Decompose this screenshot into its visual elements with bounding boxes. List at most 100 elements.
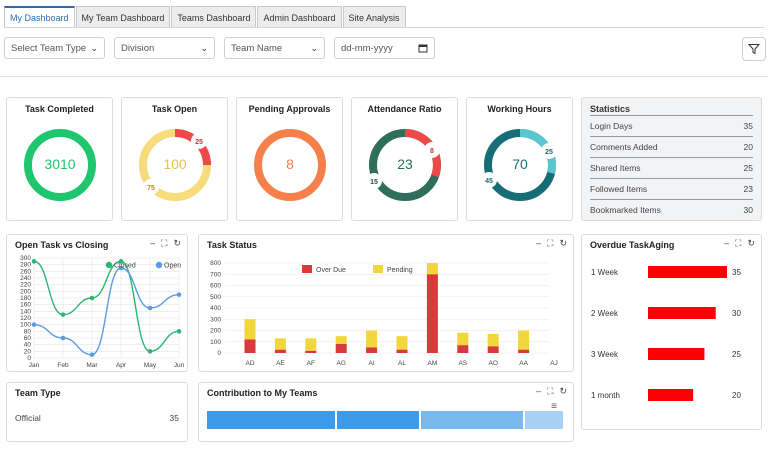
minimize-icon[interactable]: – [150, 238, 156, 248]
category-label: 1 month [591, 391, 620, 400]
category-label: 3 Week [591, 350, 619, 359]
minimize-icon[interactable]: – [724, 238, 730, 248]
bar-segment [487, 346, 499, 353]
x-tick-label: AS [458, 360, 467, 367]
team-type-select[interactable]: Select Team Type ⌄ [4, 37, 105, 59]
minimize-icon[interactable]: – [536, 238, 542, 248]
panel-title: Team Type [15, 388, 61, 398]
kpi-value: 23 [397, 156, 413, 172]
legend-label: Open [164, 263, 181, 270]
stat-value: 35 [743, 121, 753, 131]
panel-tools: – ⛶ ↻ [536, 386, 567, 397]
data-point [147, 349, 153, 354]
x-tick-label: Feb [57, 362, 69, 369]
y-tick-label: 500 [210, 294, 221, 301]
stat-row: Login Days 35 [590, 115, 753, 136]
data-point [60, 335, 66, 341]
bar-segment [426, 263, 438, 275]
bar-segment [305, 350, 317, 353]
y-tick-label: 300 [210, 316, 221, 323]
kpi-badge-a: 25 [545, 149, 553, 156]
expand-icon[interactable]: ⛶ [161, 238, 168, 248]
x-tick-label: Jun [174, 362, 185, 369]
refresh-icon[interactable]: ↻ [173, 238, 181, 248]
x-tick-label: AA [519, 360, 528, 367]
expand-icon[interactable]: ⛶ [735, 238, 742, 248]
refresh-icon[interactable]: ↻ [559, 386, 567, 396]
tab-site-analysis[interactable]: Site Analysis [342, 6, 406, 28]
stat-label: Comments Added [590, 142, 658, 152]
menu-icon[interactable]: ≡ [551, 401, 557, 412]
value-label: 35 [732, 268, 741, 277]
y-tick-label: 260 [20, 268, 31, 275]
stat-value: 23 [743, 184, 753, 194]
bar-segment [274, 349, 286, 353]
kpi-value: 70 [512, 156, 528, 172]
chevron-down-icon: ⌄ [90, 42, 98, 53]
team-type-row: Official 35 [15, 413, 179, 423]
open-task-panel: Open Task vs Closing – ⛶ ↻ 0 20 40 60 80 100 1… [6, 234, 188, 372]
division-select[interactable]: Division ⌄ [114, 37, 215, 59]
x-tick-label: AJ [550, 360, 558, 367]
data-point [147, 305, 153, 311]
x-tick-label: Mar [86, 362, 98, 369]
bar-chart: 0 100 200 300 400 500 600 700 800 AD AE AF AG AI AL AM A… [210, 260, 558, 367]
bar [648, 389, 694, 401]
bar [648, 307, 716, 319]
kpi-value: 100 [163, 156, 187, 172]
tabs-divider [4, 27, 764, 28]
team-type-label: Official [15, 413, 41, 423]
legend-label: Over Due [316, 267, 346, 274]
kpi-title: Attendance Ratio [367, 104, 442, 114]
category-label: 1 Week [591, 268, 619, 277]
overdue-panel: Overdue TaskAging – ⛶ ↻ 1 Week 35 2 Week 30… [581, 234, 762, 430]
y-tick-label: 800 [210, 260, 221, 267]
x-tick-label: AE [276, 360, 285, 367]
tab-teams-dashboard[interactable]: Teams Dashboard [171, 6, 257, 28]
tab-my-team-dashboard[interactable]: My Team Dashboard [75, 6, 171, 28]
contribution-bar [421, 411, 523, 429]
data-point [89, 352, 95, 357]
bar-segment [457, 332, 469, 346]
refresh-icon[interactable]: ↻ [559, 238, 567, 248]
tab-bar: My Dashboard My Team Dashboard Teams Das… [4, 6, 407, 28]
minimize-icon[interactable]: – [536, 386, 542, 396]
header-divider [0, 76, 768, 77]
y-tick-label: 100 [20, 322, 31, 329]
bar [648, 348, 705, 360]
bar-segment [366, 347, 378, 353]
x-tick-label: Jan [29, 362, 40, 369]
stat-value: 20 [743, 142, 753, 152]
data-point [31, 259, 37, 264]
panel-title: Contribution to My Teams [207, 388, 318, 398]
y-tick-label: 20 [24, 348, 32, 355]
expand-icon[interactable]: ⛶ [547, 238, 554, 248]
x-tick-label: AG [336, 360, 345, 367]
x-tick-label: AL [398, 360, 406, 367]
tab-my-dashboard[interactable]: My Dashboard [4, 6, 75, 28]
calendar-icon[interactable] [418, 43, 428, 53]
statistics-title: Statistics [590, 104, 631, 114]
kpi-card-working-hours: Working Hours 25 45 70 [466, 97, 573, 221]
y-tick-label: 140 [20, 308, 31, 315]
filter-button[interactable] [742, 37, 766, 61]
bar-segment [396, 336, 408, 350]
kpi-badge-b: 15 [370, 179, 378, 186]
bar-segment [244, 319, 256, 340]
x-tick-label: AO [488, 360, 497, 367]
tab-admin-dashboard[interactable]: Admin Dashboard [257, 6, 342, 28]
legend-label: Closed [114, 263, 136, 270]
date-input[interactable]: dd-mm-yyyy [334, 37, 435, 59]
kpi-card-task-open: Task Open 25 75 100 [121, 97, 228, 221]
team-name-select-label: Team Name [231, 42, 283, 54]
x-tick-label: Apr [116, 362, 127, 369]
panel-tools: – ⛶ ↻ [536, 238, 567, 249]
stat-label: Shared Items [590, 163, 641, 173]
refresh-icon[interactable]: ↻ [747, 238, 755, 248]
y-tick-label: 60 [24, 335, 32, 342]
team-name-select[interactable]: Team Name ⌄ [224, 37, 325, 59]
expand-icon[interactable]: ⛶ [547, 386, 554, 396]
x-tick-label: AI [369, 360, 375, 367]
y-tick-label: 160 [20, 302, 31, 309]
stat-label: Login Days [590, 121, 633, 131]
